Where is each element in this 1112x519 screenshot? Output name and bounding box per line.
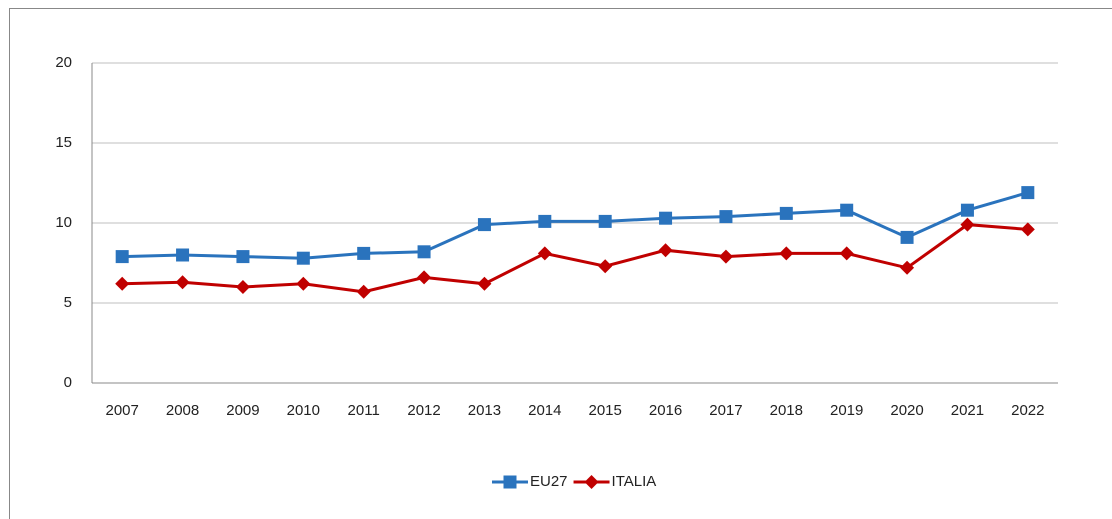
data-point xyxy=(115,276,130,291)
data-point xyxy=(175,275,190,290)
y-tick-label: 15 xyxy=(55,134,72,151)
x-tick-label: 2022 xyxy=(1011,402,1044,419)
x-tick-label: 2014 xyxy=(528,402,561,419)
y-tick-label: 0 xyxy=(64,374,72,391)
data-point xyxy=(839,246,854,261)
data-point xyxy=(718,249,733,264)
data-point xyxy=(598,259,613,274)
data-point xyxy=(356,284,371,299)
legend-marker xyxy=(584,475,599,489)
data-point xyxy=(357,246,371,260)
x-tick-label: 2018 xyxy=(770,402,803,419)
x-tick-label: 2015 xyxy=(589,402,622,419)
data-point xyxy=(235,280,250,294)
data-point xyxy=(960,203,974,217)
x-tick-label: 2011 xyxy=(348,402,380,419)
x-tick-label: 2021 xyxy=(951,402,984,419)
x-tick-label: 2008 xyxy=(166,402,199,419)
data-point xyxy=(477,218,491,232)
data-point xyxy=(840,203,854,217)
data-point xyxy=(1020,222,1035,237)
legend-label: EU27 xyxy=(530,473,568,490)
data-point xyxy=(719,210,733,224)
data-point xyxy=(176,248,190,262)
data-point xyxy=(659,211,673,225)
data-point xyxy=(960,217,975,232)
x-tick-label: 2013 xyxy=(468,402,501,419)
data-point xyxy=(537,246,552,261)
x-tick-label: 2017 xyxy=(709,402,742,419)
y-tick-label: 20 xyxy=(55,54,72,71)
data-point xyxy=(658,243,673,258)
x-tick-label: 2009 xyxy=(226,402,259,419)
legend-label: ITALIA xyxy=(612,473,657,490)
x-tick-label: 2010 xyxy=(287,402,320,419)
chart-frame xyxy=(9,8,1112,519)
x-tick-label: 2020 xyxy=(890,402,923,419)
data-point xyxy=(900,230,914,244)
series-line xyxy=(122,223,1028,294)
x-tick-label: 2016 xyxy=(649,402,682,419)
data-point xyxy=(115,250,129,264)
data-point xyxy=(417,270,432,285)
data-point xyxy=(296,251,310,265)
data-point xyxy=(1021,186,1035,200)
data-point xyxy=(538,214,552,228)
data-point xyxy=(598,214,612,228)
x-tick-label: 2019 xyxy=(830,402,863,419)
y-tick-label: 10 xyxy=(55,214,72,231)
data-point xyxy=(779,206,793,220)
x-tick-label: 2012 xyxy=(407,402,440,419)
data-point xyxy=(236,250,250,264)
data-point xyxy=(900,260,915,275)
data-point xyxy=(296,276,311,291)
data-point xyxy=(417,245,431,259)
legend-marker xyxy=(503,475,517,489)
x-tick-label: 2007 xyxy=(106,402,139,419)
series-line xyxy=(122,191,1029,260)
data-point xyxy=(477,276,492,291)
y-tick-label: 5 xyxy=(64,294,72,311)
data-point xyxy=(779,246,794,261)
